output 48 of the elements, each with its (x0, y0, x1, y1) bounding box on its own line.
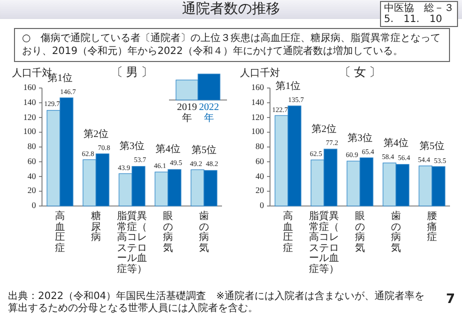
annotation: 第3位 (120, 141, 144, 152)
y-tick-label: 100 (251, 126, 264, 137)
x-tick-label: 脂質異常症（高コレステロール血症等） (308, 211, 340, 275)
x-tick-label: 高血圧症 (54, 211, 66, 254)
annotation: 第4位 (384, 138, 408, 149)
annotation: 第5位 (420, 140, 444, 152)
y-tick-label: 80 (256, 141, 264, 152)
annotation: 第1位 (276, 80, 300, 92)
legend-label: 2019年 (176, 102, 198, 124)
x-tick-label: 糖尿病 (90, 211, 102, 244)
text: 5. 11. 10 (380, 14, 458, 27)
y-tick-label: 60 (256, 156, 264, 166)
chart-title: 〔 男 〕 (111, 65, 153, 80)
text: 2022年 (198, 102, 220, 124)
annotation: 第2位 (84, 128, 108, 140)
annotation: 第4位 (156, 144, 180, 156)
y-tick-label: 140 (251, 96, 264, 108)
x-tick-label: 脂質異常症（高コレステロール血症等） (116, 211, 148, 275)
y-tick-label: 20 (28, 185, 36, 196)
y-tick-label: 0 (32, 200, 36, 210)
chart-title: 〔 女 〕 (339, 65, 381, 80)
text: ○ 傷病で通院している者〔通院者〕の上位３疾患は高血圧症、糖尿病、脂質異常症となっており、2019（令和元）年から2022（令和４）年にかけて通院者数は増加している。 (14, 28, 450, 62)
y-tick-label: 40 (28, 170, 36, 181)
y-tick-label: 120 (23, 112, 36, 122)
y-tick-label: 160 (23, 82, 36, 92)
y-tick-label: 100 (23, 126, 36, 137)
y-tick-label: 0 (260, 200, 264, 210)
text: 7 (446, 292, 456, 308)
y-tick-label: 160 (251, 82, 264, 92)
y-tick-label: 140 (23, 96, 36, 108)
y-tick-label: 60 (28, 156, 36, 166)
annotation: 第3位 (348, 132, 372, 144)
x-tick-label: 眼の病気 (162, 211, 174, 254)
x-tick-label: 歯の病気 (198, 211, 210, 254)
y-axis-title: 人口千対 (240, 68, 280, 79)
y-tick-label: 40 (256, 170, 264, 181)
y-tick-label: 120 (251, 112, 264, 122)
x-tick-label: 高血圧症 (282, 211, 294, 254)
text: 中医協 総－３ (380, 1, 458, 15)
annotation: 第2位 (312, 124, 336, 136)
text: 通院者数の推移 (182, 1, 280, 18)
source-note: 出典：2022（令和04）年国民生活基礎調査 ※通院者には入院者は含まないが、通院者率を算出するための分母となる世帯人員には入院者を含む。 (8, 291, 426, 315)
annotation: 第5位 (192, 144, 216, 156)
y-tick-label: 80 (28, 141, 36, 152)
x-tick-label: 眼の病気 (354, 211, 366, 254)
x-tick-label: 腰痛症 (426, 211, 438, 244)
y-tick-label: 20 (256, 185, 264, 196)
x-tick-label: 歯の病気 (390, 211, 402, 254)
